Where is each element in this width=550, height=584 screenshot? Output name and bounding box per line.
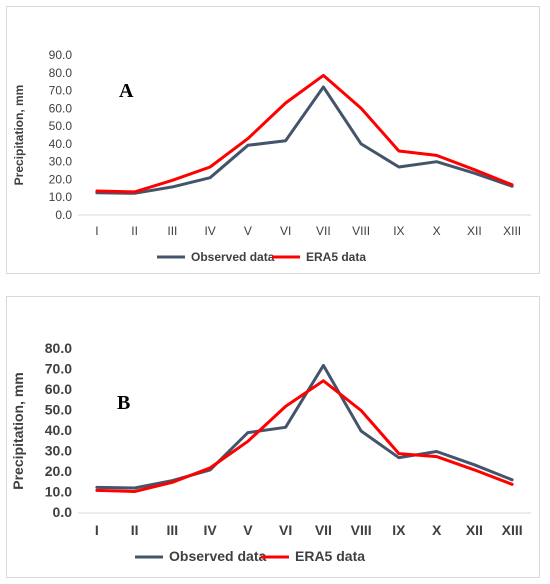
- x-tick-label: VI: [280, 224, 291, 238]
- x-tick-label: X: [432, 522, 442, 538]
- y-tick-label: 30.0: [49, 155, 73, 169]
- x-tick-label: I: [95, 224, 98, 238]
- x-tick-label: VIII: [352, 224, 370, 238]
- x-tick-label: VII: [315, 522, 332, 538]
- y-tick-label: 20.0: [45, 463, 72, 479]
- y-tick-label: 60.0: [49, 101, 73, 115]
- legend-label: ERA5 data: [306, 250, 366, 264]
- series-line-observed: [95, 363, 514, 490]
- series-line-observed: [95, 85, 514, 195]
- y-tick-label: 50.0: [49, 119, 73, 133]
- y-tick-label: 70.0: [45, 361, 72, 377]
- x-tick-label: VII: [316, 224, 331, 238]
- x-tick-label: XII: [466, 522, 483, 538]
- y-tick-label: 10.0: [45, 484, 72, 500]
- x-tick-label: XIII: [502, 522, 523, 538]
- y-tick-label: 60.0: [45, 381, 72, 397]
- series-line-era5: [95, 379, 514, 493]
- x-tick-label: VI: [279, 522, 292, 538]
- x-tick-label: II: [131, 522, 139, 538]
- chart-b-svg: 0.010.020.030.040.050.060.070.080.0I II II…: [10, 340, 531, 564]
- x-tick-label: IV: [204, 522, 218, 538]
- x-tick-label: V: [244, 224, 252, 238]
- x-tick-label: IX: [393, 224, 404, 238]
- x-tick-label: IX: [392, 522, 406, 538]
- x-tick-label: X: [433, 224, 441, 238]
- y-tick-label: 50.0: [45, 402, 72, 418]
- chart-panel-b: 0.0 10.0 20.0 30.0 40.0 50.0 60.0 70.0 80.0 I II II…: [6, 296, 540, 578]
- panel-letter: A: [119, 80, 134, 102]
- y-axis-label: Precipitation, mm: [10, 372, 26, 489]
- series-line-era5: [95, 73, 514, 194]
- y-tick-label: 80.0: [49, 66, 73, 80]
- x-tick-label: I: [95, 522, 99, 538]
- legend-label: Observed data: [169, 548, 266, 564]
- x-tick-label: IV: [204, 224, 215, 238]
- x-tick-label: V: [243, 522, 253, 538]
- x-tick-label: II: [131, 224, 138, 238]
- y-tick-label: 70.0: [49, 84, 73, 98]
- y-tick-label: 90.0: [49, 48, 73, 62]
- chart-panel-a: 0.0 10.0 20.0 30.0 40.0 50.0 60.0 70.0 80.0 90.0 I…: [6, 6, 540, 274]
- panel-letter: B: [117, 392, 130, 414]
- x-tick-label: XIII: [503, 224, 521, 238]
- y-tick-label: 10.0: [49, 190, 73, 204]
- legend-label: Observed data: [191, 250, 275, 264]
- y-tick-label: 40.0: [45, 422, 72, 438]
- y-tick-label: 80.0: [45, 340, 72, 356]
- y-tick-label: 40.0: [49, 137, 73, 151]
- y-tick-label: 0.0: [53, 504, 73, 520]
- chart-a-svg: 0.0 10.0 20.0 30.0 40.0 50.0 60.0 70.0 80.0 90.0 I…: [12, 48, 531, 264]
- x-tick-label: VIII: [351, 522, 372, 538]
- x-tick-label: III: [167, 224, 177, 238]
- x-tick-label: III: [167, 522, 179, 538]
- legend-label: ERA5 data: [295, 548, 365, 564]
- y-tick-label: 0.0: [55, 208, 72, 222]
- y-tick-label: 30.0: [45, 443, 72, 459]
- y-tick-label: 20.0: [49, 172, 73, 186]
- x-tick-label: XII: [467, 224, 482, 238]
- y-axis-label: Precipitation, mm: [12, 85, 26, 186]
